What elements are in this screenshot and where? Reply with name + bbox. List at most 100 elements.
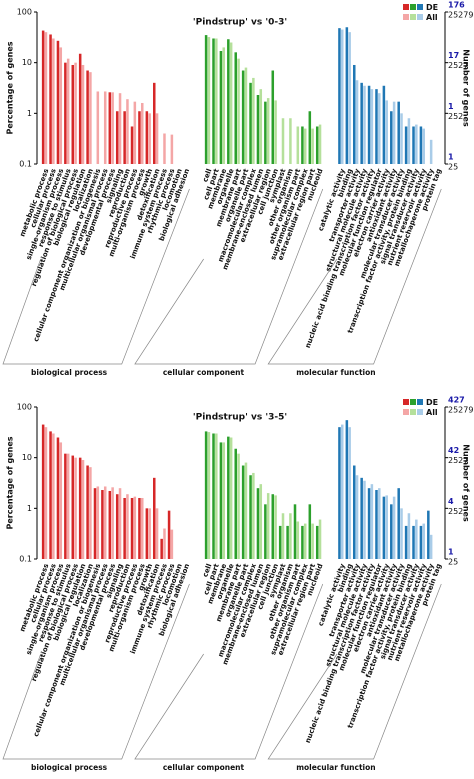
y2-tick-label-de: 427	[448, 396, 465, 405]
bar	[385, 100, 388, 164]
bar	[375, 490, 378, 559]
bar	[126, 494, 129, 559]
bar	[259, 484, 263, 559]
legend-swatch	[403, 4, 409, 10]
y-tick-label: 0.1	[19, 555, 32, 564]
bar	[315, 525, 319, 559]
bar	[419, 126, 423, 164]
bar	[207, 37, 211, 164]
bar	[429, 139, 433, 164]
bar	[281, 118, 285, 164]
bar	[407, 118, 411, 164]
bar	[266, 493, 270, 559]
bar	[249, 82, 252, 164]
bar	[241, 465, 245, 559]
bar	[348, 427, 351, 559]
bar	[367, 488, 371, 559]
bar	[133, 101, 137, 164]
bar	[130, 497, 134, 559]
bar	[318, 519, 322, 559]
bar	[66, 453, 70, 559]
bar	[422, 128, 425, 164]
legend-label: DE	[426, 398, 438, 407]
bar	[64, 62, 67, 164]
bar	[378, 93, 381, 164]
y2-tick-label-all: 25	[448, 163, 458, 172]
bar	[138, 111, 141, 164]
bar	[141, 102, 144, 164]
bar	[412, 126, 415, 164]
bar	[404, 126, 408, 164]
bar	[256, 95, 260, 164]
bar	[360, 82, 363, 164]
group-label: molecular function	[296, 368, 375, 377]
bar	[400, 113, 403, 164]
bar	[52, 38, 55, 164]
bar	[278, 525, 282, 559]
y2-tick-label-all: 252	[448, 507, 463, 516]
bar	[81, 64, 85, 164]
bar	[133, 496, 137, 559]
bar	[167, 510, 171, 559]
bar	[429, 534, 433, 559]
bar	[390, 504, 393, 559]
bar	[234, 52, 237, 165]
bar	[81, 459, 85, 559]
bar	[219, 50, 223, 165]
bar	[301, 126, 304, 164]
bar	[145, 111, 149, 164]
bar	[296, 521, 300, 559]
y2-tick-label-de: 17	[448, 51, 459, 60]
y-axis-label: Percentage of genes	[6, 436, 15, 529]
bar	[56, 437, 60, 559]
y2-tick-label-de: 1	[448, 548, 454, 557]
bar	[49, 34, 52, 164]
bar	[264, 101, 267, 164]
y-tick-label: 10	[22, 453, 32, 462]
legend-swatch	[410, 14, 416, 20]
bar	[311, 128, 314, 164]
bar	[249, 475, 252, 559]
bar	[237, 453, 240, 559]
bar	[212, 38, 215, 164]
legend-label: All	[426, 408, 438, 417]
y-tick-label: 10	[22, 58, 32, 67]
bar	[397, 488, 400, 559]
bar	[96, 91, 100, 164]
y-tick-label: 1	[27, 109, 32, 118]
group-label: cellular component	[163, 368, 245, 377]
bar	[412, 525, 415, 559]
y2-axis-label: Number of genes	[462, 444, 471, 522]
bar	[123, 111, 126, 164]
bar	[126, 99, 129, 164]
bar	[115, 494, 119, 559]
bar	[111, 487, 114, 559]
bar	[74, 62, 77, 164]
bar	[274, 100, 277, 164]
group-bracket	[267, 188, 442, 365]
bar	[286, 525, 289, 559]
legend-swatch	[410, 399, 416, 405]
bar	[360, 477, 363, 559]
bar	[256, 488, 260, 559]
legend-swatch	[403, 14, 409, 20]
bar	[115, 111, 119, 164]
bar	[345, 27, 349, 165]
bar	[237, 58, 240, 164]
bar	[163, 133, 166, 164]
group-bracket	[2, 583, 190, 760]
legend-swatch	[410, 4, 416, 10]
bar	[44, 427, 48, 559]
bar	[71, 455, 75, 559]
bar	[315, 126, 319, 164]
bar	[222, 442, 225, 559]
bar	[163, 528, 166, 559]
bar	[153, 477, 156, 559]
bar	[229, 437, 233, 559]
bar	[427, 510, 430, 559]
bar	[415, 124, 418, 164]
y2-tick-label-all: 25279	[448, 11, 473, 20]
bar	[274, 495, 277, 559]
bar	[160, 538, 163, 559]
legend-swatch	[403, 399, 409, 405]
